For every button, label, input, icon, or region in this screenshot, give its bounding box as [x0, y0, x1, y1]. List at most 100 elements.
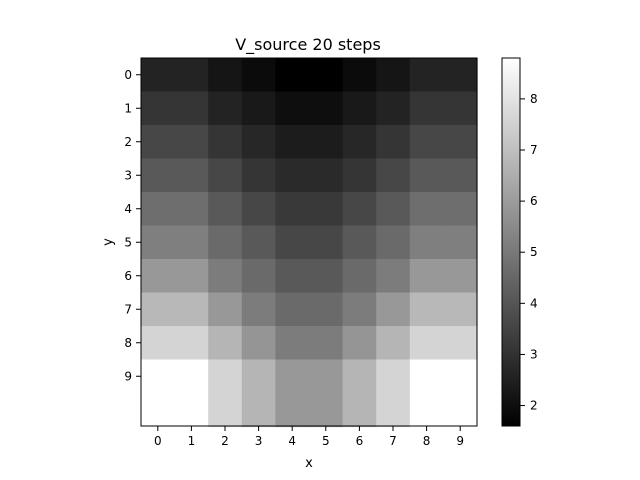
heatmap-cell — [443, 125, 478, 160]
heatmap-cell — [141, 225, 176, 260]
heatmap-cell — [174, 292, 209, 327]
heatmap-cell — [208, 359, 243, 394]
colorbar — [501, 57, 521, 427]
y-tick-label: 7 — [124, 302, 132, 316]
x-tick-label: 7 — [389, 434, 397, 448]
heatmap-cell — [443, 393, 478, 428]
heatmap-cell — [309, 359, 344, 394]
y-tick-label: 5 — [124, 235, 132, 249]
x-axis-label: x — [305, 456, 313, 471]
y-axis-ticks: 0 1 2 3 4 5 6 7 8 9 — [124, 68, 141, 383]
heatmap-cell — [342, 125, 377, 160]
heatmap-cell — [342, 192, 377, 227]
heatmap-cell — [174, 158, 209, 193]
x-tick-label: 9 — [456, 434, 464, 448]
heatmap-cell — [342, 359, 377, 394]
heatmap-cell — [309, 259, 344, 294]
heatmap-cell — [342, 326, 377, 361]
colorbar-tick-label: 5 — [530, 245, 538, 259]
colorbar-tick-label: 3 — [530, 347, 538, 361]
heatmap-cell — [141, 125, 176, 160]
heatmap-cell — [409, 259, 444, 294]
heatmap-cell — [208, 125, 243, 160]
heatmap-cell — [376, 259, 411, 294]
heatmap-cell — [342, 259, 377, 294]
heatmap-cell — [275, 393, 310, 428]
heatmap-cell — [174, 259, 209, 294]
heatmap-cell — [241, 58, 276, 93]
heatmap-cell — [376, 326, 411, 361]
heatmap-cell — [275, 292, 310, 327]
colorbar-tick-label: 6 — [530, 194, 538, 208]
heatmap-cell — [141, 359, 176, 394]
heatmap-cell — [241, 91, 276, 126]
y-tick-label: 4 — [124, 202, 132, 216]
heatmap-cell — [409, 359, 444, 394]
heatmap-cell — [275, 359, 310, 394]
heatmap-cell — [141, 259, 176, 294]
colorbar-tick-label: 8 — [530, 92, 538, 106]
heatmap-cell — [174, 192, 209, 227]
heatmap-cell — [174, 125, 209, 160]
heatmap-cell — [208, 91, 243, 126]
heatmap-cell — [409, 292, 444, 327]
y-tick-label: 3 — [124, 168, 132, 182]
heatmap-cell — [241, 125, 276, 160]
heatmap-cell — [309, 393, 344, 428]
heatmap-cell — [275, 158, 310, 193]
heatmap-cell — [376, 225, 411, 260]
heatmap-cell — [309, 91, 344, 126]
y-tick-label: 0 — [124, 68, 132, 82]
heatmap-cell — [409, 158, 444, 193]
chart-title: V_source 20 steps — [235, 35, 381, 55]
heatmap-cell — [141, 393, 176, 428]
heatmap-cell — [208, 259, 243, 294]
heatmap-cell — [208, 393, 243, 428]
colorbar-tick-label: 2 — [530, 399, 538, 413]
heatmap-cell — [174, 225, 209, 260]
heatmap-cell — [208, 225, 243, 260]
x-tick-label: 1 — [188, 434, 196, 448]
heatmap-cell — [342, 225, 377, 260]
y-tick-label: 2 — [124, 135, 132, 149]
x-tick-label: 0 — [154, 434, 162, 448]
heatmap-cell — [275, 58, 310, 93]
x-tick-label: 2 — [221, 434, 229, 448]
heatmap-cell — [443, 326, 478, 361]
heatmap-cell — [174, 393, 209, 428]
heatmap-cell — [376, 359, 411, 394]
colorbar-tick-label: 7 — [530, 143, 538, 157]
heatmap-cell — [208, 192, 243, 227]
heatmap-cell — [376, 292, 411, 327]
heatmap-cell — [174, 326, 209, 361]
heatmap-cell — [409, 326, 444, 361]
heatmap-cell — [141, 192, 176, 227]
heatmap-cell — [342, 292, 377, 327]
heatmap-cell — [409, 91, 444, 126]
heatmap-cell — [241, 158, 276, 193]
heatmap-cell — [275, 225, 310, 260]
x-tick-label: 3 — [255, 434, 263, 448]
heatmap-cell — [342, 158, 377, 193]
heatmap-cell — [309, 192, 344, 227]
heatmap-cell — [241, 259, 276, 294]
heatmap-cell — [443, 359, 478, 394]
heatmap-cell — [141, 158, 176, 193]
heatmap-cell — [409, 393, 444, 428]
heatmap-cell — [409, 125, 444, 160]
heatmap-cell — [342, 393, 377, 428]
heatmap-cell — [443, 225, 478, 260]
heatmap-cell — [309, 292, 344, 327]
heatmap-cell — [376, 58, 411, 93]
y-tick-label: 1 — [124, 101, 132, 115]
x-tick-label: 8 — [423, 434, 431, 448]
colorbar-tick-label: 4 — [530, 296, 538, 310]
heatmap-cell — [208, 158, 243, 193]
heatmap-cell — [208, 58, 243, 93]
heatmap-cell — [141, 58, 176, 93]
heatmap-cell — [309, 158, 344, 193]
heatmap-cell — [376, 192, 411, 227]
heatmap-cell — [342, 91, 377, 126]
colorbar-ticks: 2 3 4 5 6 7 8 — [520, 92, 538, 413]
heatmap-cell — [443, 192, 478, 227]
